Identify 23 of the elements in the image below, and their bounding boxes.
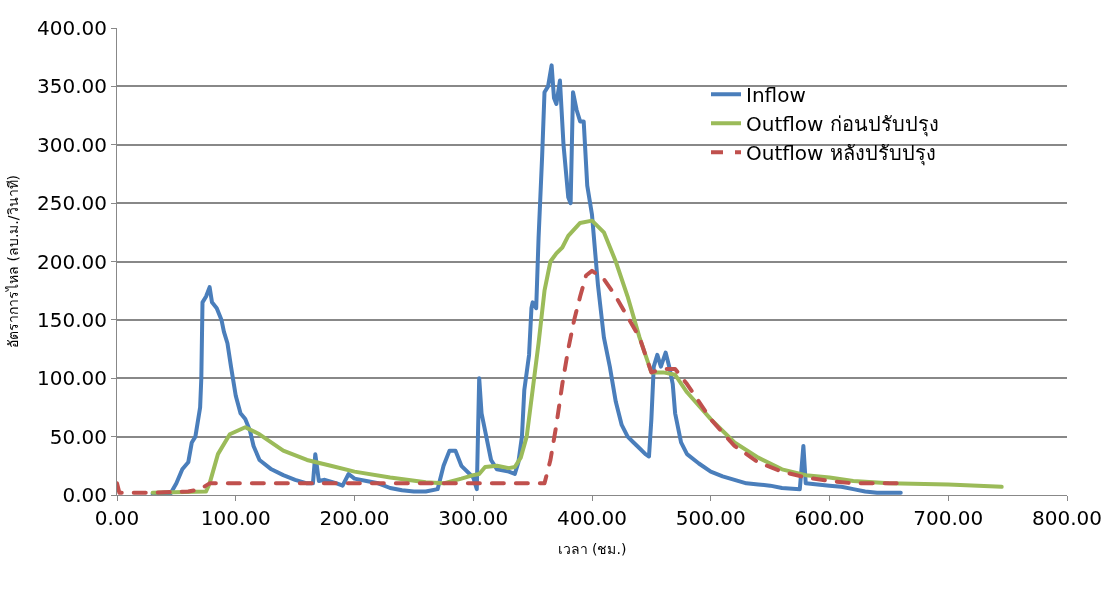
y-tick-label: 300.00 xyxy=(37,132,107,157)
y-tick-label: 0.00 xyxy=(62,483,107,507)
y-tick-label: 200.00 xyxy=(37,249,107,274)
x-tick-label: 600.00 xyxy=(794,506,865,530)
legend-label: Outflow ก่อนปรับปรุง xyxy=(746,112,939,137)
y-tick-label: 100.00 xyxy=(37,366,107,391)
x-tick-label: 200.00 xyxy=(319,506,390,530)
legend-label: Inflow xyxy=(746,83,806,107)
x-axis-title: เวลา (ชม.) xyxy=(557,541,627,558)
legend-label: Outflow หลังปรับปรุง xyxy=(746,141,936,166)
x-tick-label: 0.00 xyxy=(94,506,140,530)
x-tick-label: 500.00 xyxy=(675,506,746,530)
y-tick-label: 400.00 xyxy=(37,16,107,40)
y-axis-title: อัตราการไหล (ลบ.ม./วินาที) xyxy=(4,175,21,348)
x-tick-label: 700.00 xyxy=(913,506,984,530)
y-tick-label: 350.00 xyxy=(37,74,107,99)
y-tick-label: 250.00 xyxy=(37,191,107,216)
x-tick-label: 300.00 xyxy=(438,506,509,530)
x-tick-label: 100.00 xyxy=(200,506,271,530)
x-tick-label: 400.00 xyxy=(557,506,627,530)
y-tick-label: 150.00 xyxy=(37,307,107,332)
x-tick-label: 800.00 xyxy=(1032,506,1102,530)
y-tick-label: 50.00 xyxy=(49,424,107,449)
